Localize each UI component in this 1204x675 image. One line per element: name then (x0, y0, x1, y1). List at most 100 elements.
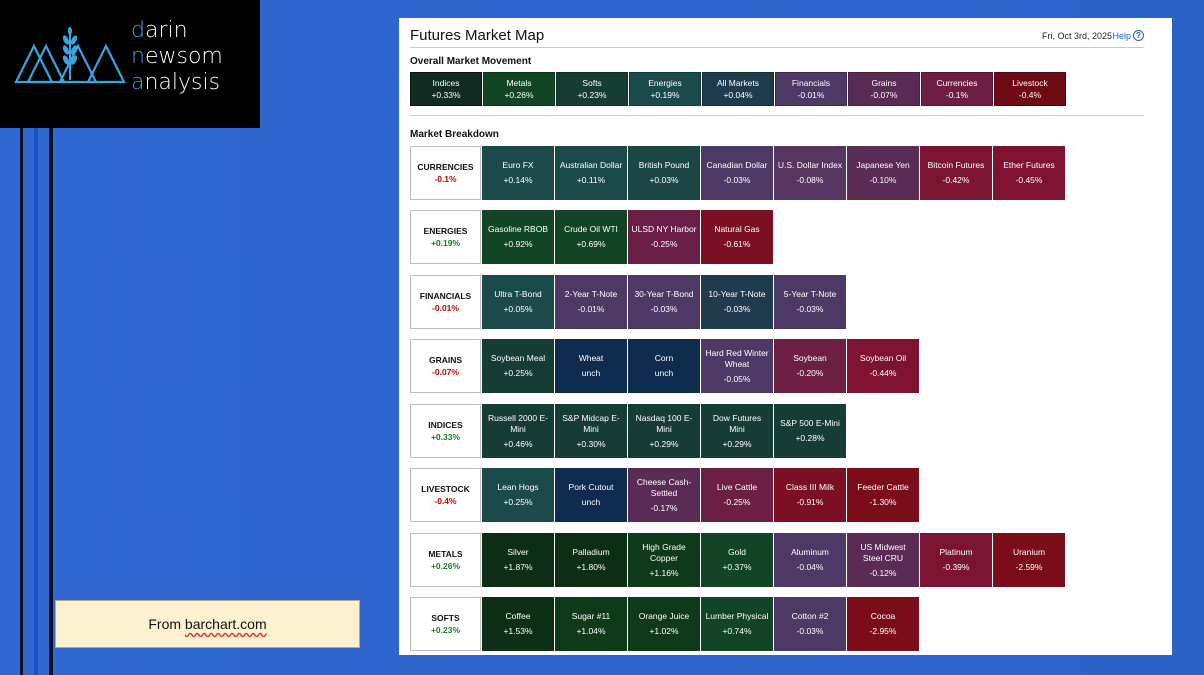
overall-tile-energies[interactable]: Energies +0.19% (629, 72, 701, 106)
market-tile[interactable]: Feeder Cattle -1.30% (847, 468, 919, 522)
overall-tile-grains[interactable]: Grains -0.07% (848, 72, 920, 106)
market-name: ULSD NY Harbor (631, 224, 697, 234)
market-change: -2.95% (869, 626, 897, 636)
market-change: +1.16% (649, 567, 679, 578)
market-tile[interactable]: Sugar #11 +1.04% (555, 597, 627, 651)
tile-name: Grains (871, 78, 897, 88)
market-tile[interactable]: 2-Year T-Note -0.01% (555, 275, 627, 329)
market-tile[interactable]: ULSD NY Harbor -0.25% (628, 210, 700, 264)
market-tile[interactable]: Uranium -2.59% (993, 533, 1065, 587)
tile-change: +0.04% (723, 90, 753, 100)
market-tile[interactable]: Gasoline RBOB +0.92% (482, 210, 554, 264)
group-name: INDICES (428, 420, 463, 430)
market-tile[interactable]: Natural Gas -0.61% (701, 210, 773, 264)
market-change: -0.42% (942, 175, 970, 185)
group-label-currencies[interactable]: CURRENCIES -0.1% (410, 146, 481, 200)
market-tile[interactable]: Ultra T-Bond +0.05% (482, 275, 554, 329)
overall-tile-livestock[interactable]: Livestock -0.4% (994, 72, 1066, 106)
overall-tile-all-markets[interactable]: All Markets +0.04% (702, 72, 774, 106)
market-change: -0.44% (869, 368, 897, 378)
overall-tile-financials[interactable]: Financials -0.01% (775, 72, 847, 106)
market-tile[interactable]: 30-Year T-Bond -0.03% (628, 275, 700, 329)
market-tile[interactable]: Australian Dollar +0.11% (555, 146, 627, 200)
group-label-grains[interactable]: GRAINS -0.07% (410, 339, 481, 393)
market-tile[interactable]: Soybean Oil -0.44% (847, 339, 919, 393)
market-tile[interactable]: Russell 2000 E-Mini +0.46% (482, 404, 554, 458)
market-change: +0.25% (503, 497, 533, 507)
market-tile[interactable]: Palladium +1.80% (555, 533, 627, 587)
market-tile[interactable]: Gold +0.37% (701, 533, 773, 587)
group-label-livestock[interactable]: LIVESTOCK -0.4% (410, 468, 481, 522)
group-change: -0.1% (434, 174, 457, 184)
help-label[interactable]: Help (1112, 30, 1131, 41)
market-tile[interactable]: S&P Midcap E-Mini +0.30% (555, 404, 627, 458)
group-label-energies[interactable]: ENERGIES +0.19% (410, 210, 481, 264)
market-change: -0.25% (723, 497, 751, 507)
market-name: US Midwest Steel CRU (860, 541, 906, 563)
market-tile[interactable]: Lumber Physical +0.74% (701, 597, 773, 651)
market-tile[interactable]: Crude Oil WTI +0.69% (555, 210, 627, 264)
market-change: +0.25% (503, 368, 533, 378)
group-row-currencies: CURRENCIES -0.1% Euro FX +0.14% Australian D… (410, 146, 1066, 200)
market-change: +1.80% (576, 562, 606, 572)
market-change: +0.05% (503, 304, 533, 314)
market-tile[interactable]: Dow Futures Mini +0.29% (701, 404, 773, 458)
page-title: Futures Market Map (410, 27, 545, 44)
tile-name: Currencies (936, 78, 978, 88)
market-tile[interactable]: Aluminum -0.04% (774, 533, 846, 587)
overall-tile-indices[interactable]: Indices +0.33% (410, 72, 482, 106)
market-tile[interactable]: Live Cattle -0.25% (701, 468, 773, 522)
market-tile[interactable]: 5-Year T-Note -0.03% (774, 275, 846, 329)
date-label: Fri, Oct 3rd, 2025 (1041, 31, 1112, 41)
question-circle-icon[interactable]: ? (1133, 30, 1144, 41)
market-tile[interactable]: Soybean Meal +0.25% (482, 339, 554, 393)
group-change: +0.33% (430, 432, 461, 442)
market-tile[interactable]: Silver +1.87% (482, 533, 554, 587)
tile-change: -0.4% (1018, 90, 1042, 100)
source-link[interactable]: barchart.com (184, 616, 267, 632)
market-tile[interactable]: 10-Year T-Note -0.03% (701, 275, 773, 329)
overall-tile-metals[interactable]: Metals +0.26% (483, 72, 555, 106)
market-tile[interactable]: Euro FX +0.14% (482, 146, 554, 200)
group-label-financials[interactable]: FINANCIALS -0.01% (410, 275, 481, 329)
market-tile[interactable]: Coffee +1.53% (482, 597, 554, 651)
market-change: -0.04% (796, 562, 824, 572)
market-tile[interactable]: Bitcoin Futures -0.42% (920, 146, 992, 200)
group-label-softs[interactable]: SOFTS +0.23% (410, 597, 481, 651)
market-name: Bitcoin Futures (927, 160, 985, 170)
market-tile[interactable]: Soybean -0.20% (774, 339, 846, 393)
market-tile[interactable]: Ether Futures -0.45% (993, 146, 1065, 200)
market-tile[interactable]: US Midwest Steel CRU -0.12% (847, 533, 919, 587)
market-tile[interactable]: Class III Milk -0.91% (774, 468, 846, 522)
group-change: +0.26% (430, 561, 461, 571)
overall-tile-softs[interactable]: Softs +0.23% (556, 72, 628, 106)
market-tile[interactable]: Hard Red Winter Wheat -0.05% (701, 339, 773, 393)
market-tile[interactable]: Lean Hogs +0.25% (482, 468, 554, 522)
overall-tile-currencies[interactable]: Currencies -0.1% (921, 72, 993, 106)
source-note: From barchart.com (55, 600, 360, 648)
market-tile[interactable]: U.S. Dollar Index -0.08% (774, 146, 846, 200)
market-tile[interactable]: Pork Cutout unch (555, 468, 627, 522)
group-label-indices[interactable]: INDICES +0.33% (410, 404, 481, 458)
market-tile[interactable]: Cotton #2 -0.03% (774, 597, 846, 651)
market-name: Canadian Dollar (706, 160, 768, 170)
market-tile[interactable]: British Pound +0.03% (628, 146, 700, 200)
market-tile[interactable]: Canadian Dollar -0.03% (701, 146, 773, 200)
market-tile[interactable]: Cheese Cash-Settled -0.17% (628, 468, 700, 522)
market-name: Natural Gas (714, 224, 760, 234)
group-label-metals[interactable]: METALS +0.26% (410, 533, 481, 587)
group-name: METALS (428, 549, 463, 559)
market-tile[interactable]: Japanese Yen -0.10% (847, 146, 919, 200)
market-tile[interactable]: S&P 500 E-Mini +0.28% (774, 404, 846, 458)
market-change: -0.20% (796, 368, 824, 378)
market-tile[interactable]: Corn unch (628, 339, 700, 393)
market-name: 10-Year T-Note (708, 289, 766, 299)
tile-change: +0.23% (577, 90, 607, 100)
help-link[interactable]: Help ? (1112, 30, 1144, 41)
market-tile[interactable]: Platinum -0.39% (920, 533, 992, 587)
market-tile[interactable]: High Grade Copper +1.16% (628, 533, 700, 587)
market-tile[interactable]: Cocoa -2.95% (847, 597, 919, 651)
market-tile[interactable]: Nasdaq 100 E-Mini +0.29% (628, 404, 700, 458)
market-tile[interactable]: Orange Juice +1.02% (628, 597, 700, 651)
market-tile[interactable]: Wheat unch (555, 339, 627, 393)
